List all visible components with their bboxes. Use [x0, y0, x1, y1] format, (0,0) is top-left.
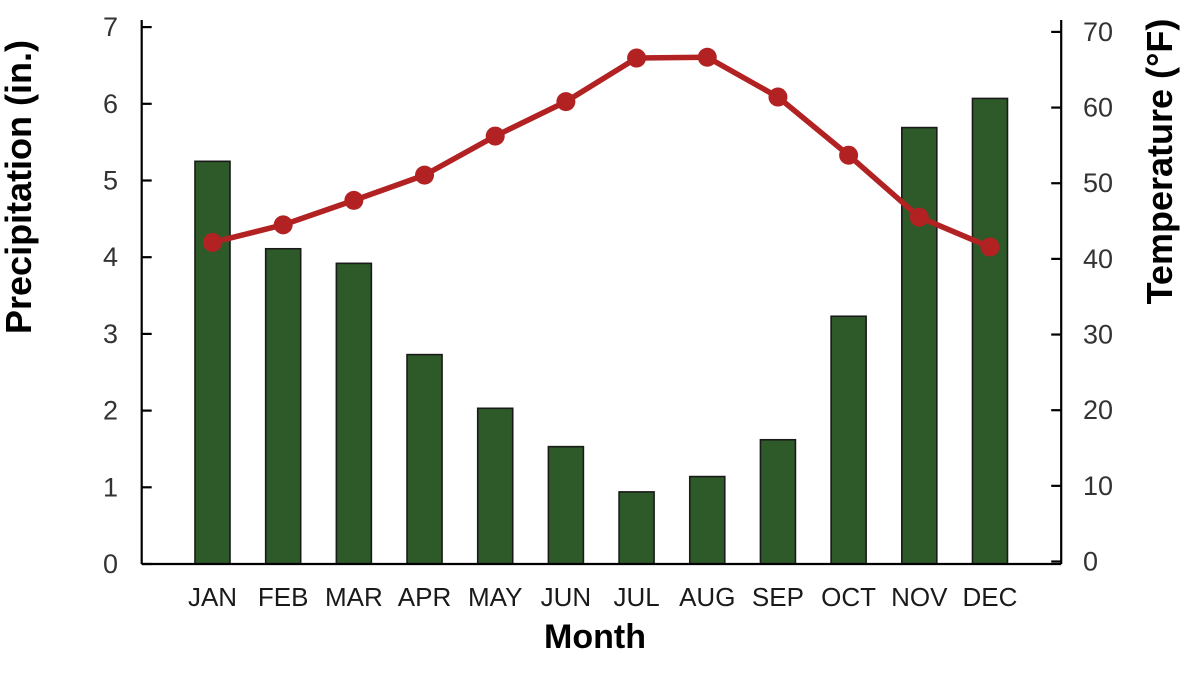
svg-text:DEC: DEC	[963, 582, 1018, 612]
svg-text:5: 5	[103, 166, 118, 196]
svg-text:20: 20	[1083, 395, 1113, 425]
svg-text:50: 50	[1083, 168, 1113, 198]
svg-text:0: 0	[1083, 547, 1098, 577]
svg-text:7: 7	[103, 12, 118, 42]
svg-text:40: 40	[1083, 244, 1113, 274]
svg-text:APR: APR	[398, 582, 451, 612]
svg-text:JUL: JUL	[613, 582, 659, 612]
svg-text:30: 30	[1083, 320, 1113, 350]
svg-text:Temperature (°F): Temperature (°F)	[1139, 19, 1180, 305]
svg-text:SEP: SEP	[752, 582, 804, 612]
svg-text:JAN: JAN	[188, 582, 237, 612]
svg-text:Precipitation (in.): Precipitation (in.)	[0, 40, 39, 334]
svg-text:0: 0	[103, 549, 118, 579]
svg-text:Month: Month	[544, 618, 646, 656]
svg-text:MAY: MAY	[468, 582, 522, 612]
svg-text:JUN: JUN	[541, 582, 592, 612]
svg-text:6: 6	[103, 89, 118, 119]
svg-text:4: 4	[103, 242, 118, 272]
svg-text:AUG: AUG	[679, 582, 735, 612]
svg-text:70: 70	[1083, 17, 1113, 47]
svg-text:FEB: FEB	[258, 582, 309, 612]
svg-text:MAR: MAR	[325, 582, 383, 612]
svg-text:3: 3	[103, 319, 118, 349]
svg-text:60: 60	[1083, 93, 1113, 123]
svg-text:OCT: OCT	[821, 582, 876, 612]
svg-text:NOV: NOV	[891, 582, 948, 612]
svg-text:2: 2	[103, 396, 118, 426]
svg-text:1: 1	[103, 472, 118, 502]
svg-text:10: 10	[1083, 471, 1113, 501]
